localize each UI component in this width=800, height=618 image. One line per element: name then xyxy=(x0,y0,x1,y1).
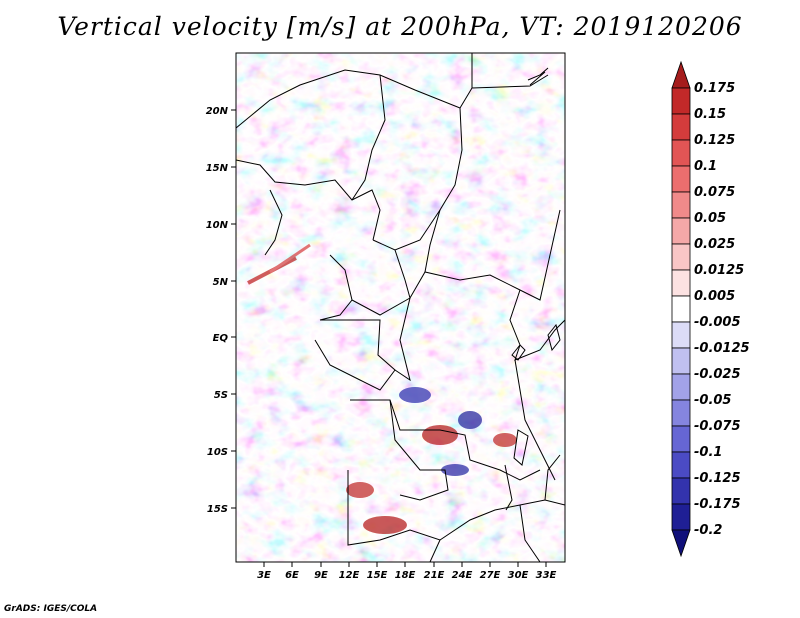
colorbar-swatch xyxy=(671,139,691,167)
colorbar-level-label: -0.025 xyxy=(694,367,741,382)
colorbar-swatch xyxy=(671,477,691,505)
colorbar-level-label: 0.005 xyxy=(694,289,735,304)
colorbar-level-label: 0.075 xyxy=(694,185,735,200)
lon-label: 6E xyxy=(285,570,299,581)
colorbar-level-label: 0.15 xyxy=(694,107,726,122)
colorbar: 0.175 0.15 0.125 0.1 0.075 0.05 0.025 0.0125 0.0… xyxy=(671,60,750,558)
colorbar-level-label: -0.0125 xyxy=(694,341,750,356)
colorbar-swatch xyxy=(671,529,691,558)
colorbar-swatch xyxy=(671,503,691,531)
lon-label: 24E xyxy=(452,570,473,581)
colorbar-level-label: -0.2 xyxy=(694,523,722,538)
colorbar-swatch xyxy=(671,113,691,141)
lat-label: 5S xyxy=(214,390,228,401)
latitude-axis: 20N 15N 10N 5N EQ 5S 10S 15S xyxy=(206,106,236,515)
colorbar-swatch xyxy=(671,191,691,219)
lon-label: 15E xyxy=(367,570,388,581)
colorbar-swatch xyxy=(671,425,691,453)
colorbar-level-label: 0.025 xyxy=(694,237,735,252)
lat-label: 15N xyxy=(206,163,229,174)
lat-label: EQ xyxy=(213,333,229,344)
colorbar-swatch xyxy=(671,243,691,271)
map-frame xyxy=(235,52,566,563)
colorbar-swatch xyxy=(671,60,691,89)
lon-label: 12E xyxy=(339,570,360,581)
lon-label: 3E xyxy=(257,570,271,581)
lat-label: 10S xyxy=(207,447,228,458)
colorbar-level-label: 0.0125 xyxy=(694,263,744,278)
colorbar-level-label: -0.05 xyxy=(694,393,731,408)
longitude-axis: 3E 6E 9E 12E 15E 18E 21E 24E 27E 30E 33E xyxy=(257,562,557,581)
lon-label: 27E xyxy=(480,570,501,581)
colorbar-level-label: 0.175 xyxy=(694,81,735,96)
colorbar-level-label: 0.1 xyxy=(694,159,717,174)
colorbar-level-label: -0.125 xyxy=(694,471,741,486)
colorbar-swatch xyxy=(671,165,691,193)
colorbar-level-label: -0.075 xyxy=(694,419,741,434)
velocity-field xyxy=(236,53,565,562)
colorbar-swatch xyxy=(671,373,691,401)
lon-label: 33E xyxy=(536,570,557,581)
grads-credit: GrADS: IGES/COLA xyxy=(4,604,98,614)
colorbar-level-label: 0.05 xyxy=(694,211,726,226)
lat-label: 20N xyxy=(206,106,229,117)
lon-label: 18E xyxy=(395,570,416,581)
lon-label: 21E xyxy=(424,570,445,581)
country-borders xyxy=(236,53,565,562)
colorbar-swatch xyxy=(671,87,691,115)
colorbar-swatch xyxy=(671,451,691,479)
colorbar-swatch xyxy=(671,295,691,323)
colorbar-level-label: 0.125 xyxy=(694,133,735,148)
colorbar-level-label: -0.175 xyxy=(694,497,741,512)
lat-label: 10N xyxy=(206,220,229,231)
lon-label: 9E xyxy=(314,570,328,581)
lon-label: 30E xyxy=(508,570,529,581)
colorbar-swatch xyxy=(671,217,691,245)
colorbar-swatch xyxy=(671,347,691,375)
colorbar-swatch xyxy=(671,399,691,427)
colorbar-swatch xyxy=(671,321,691,349)
colorbar-level-label: -0.1 xyxy=(694,445,722,460)
colorbar-swatch xyxy=(671,269,691,297)
lat-label: 15S xyxy=(207,504,228,515)
lat-label: 5N xyxy=(213,277,229,288)
chart-title: Vertical velocity [m/s] at 200hPa, VT: 2… xyxy=(57,12,743,41)
colorbar-level-label: -0.005 xyxy=(694,315,741,330)
